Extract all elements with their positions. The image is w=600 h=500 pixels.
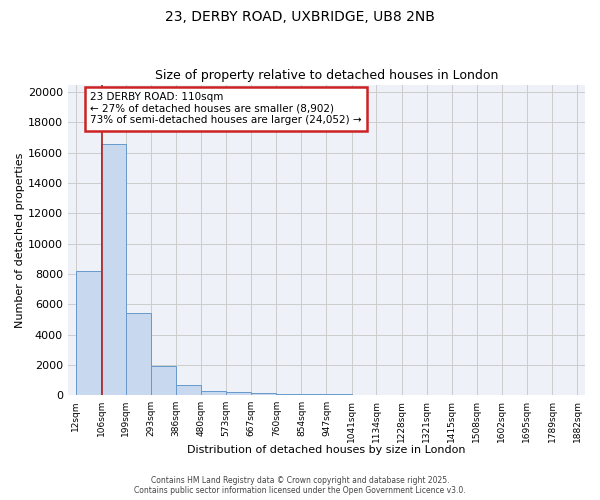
- Bar: [226, 392, 251, 395]
- Bar: [101, 144, 126, 395]
- X-axis label: Distribution of detached houses by size in London: Distribution of detached houses by size …: [187, 445, 466, 455]
- Bar: [76, 271, 101, 395]
- Bar: [176, 384, 201, 395]
- Text: 23 DERBY ROAD: 110sqm
← 27% of detached houses are smaller (8,902)
73% of semi-d: 23 DERBY ROAD: 110sqm ← 27% of detached …: [90, 92, 362, 126]
- Text: 23, DERBY ROAD, UXBRIDGE, UB8 2NB: 23, DERBY ROAD, UXBRIDGE, UB8 2NB: [165, 10, 435, 24]
- Y-axis label: Number of detached properties: Number of detached properties: [15, 152, 25, 328]
- Bar: [126, 314, 151, 395]
- Bar: [276, 394, 301, 395]
- Bar: [201, 390, 226, 395]
- Bar: [151, 366, 176, 395]
- Bar: [251, 393, 276, 395]
- Bar: [301, 394, 326, 395]
- Bar: [326, 394, 352, 395]
- Title: Size of property relative to detached houses in London: Size of property relative to detached ho…: [155, 69, 498, 82]
- Text: Contains HM Land Registry data © Crown copyright and database right 2025.
Contai: Contains HM Land Registry data © Crown c…: [134, 476, 466, 495]
